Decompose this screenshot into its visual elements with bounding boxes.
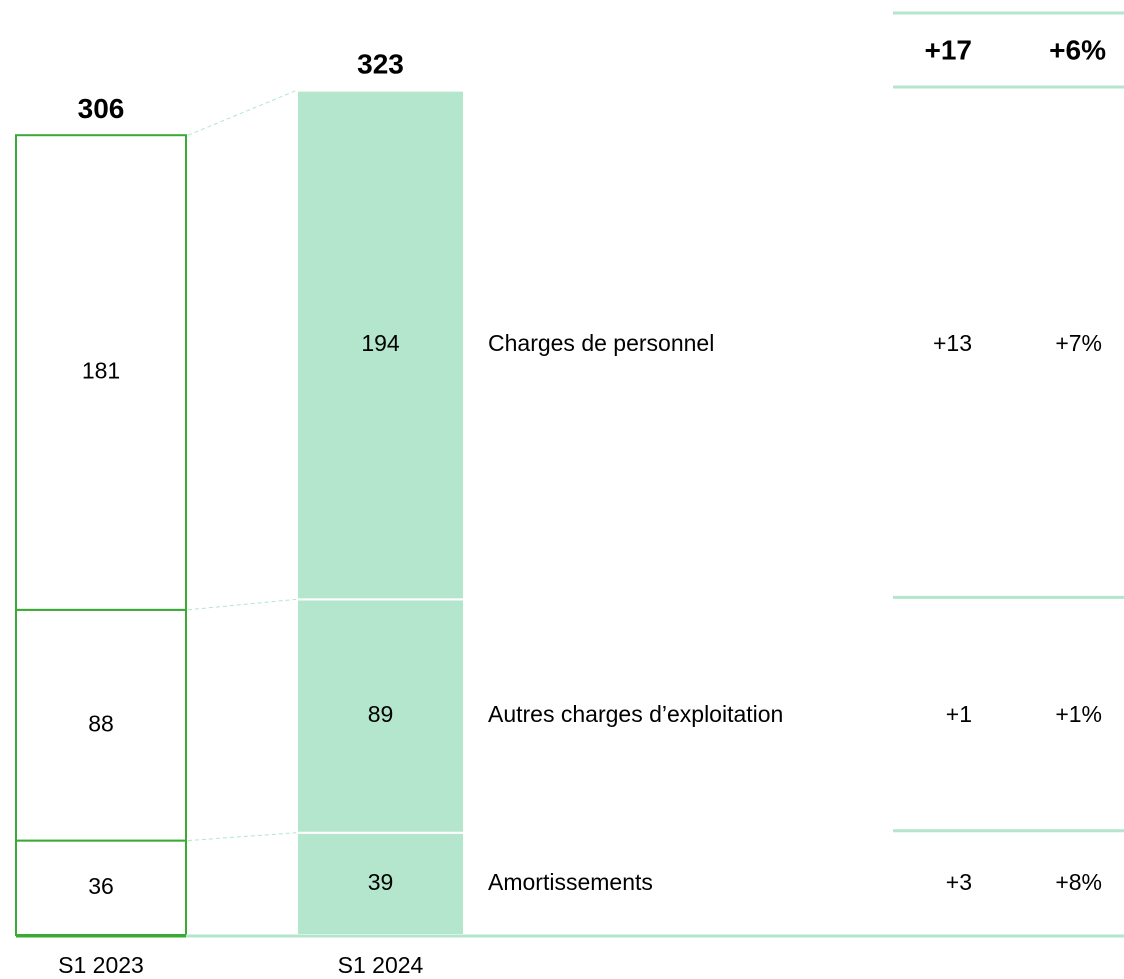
total-label: 323 (357, 48, 404, 79)
category-label: S1 2023 (58, 952, 144, 978)
series-label: Autres charges d’exploitation (488, 701, 783, 727)
segment-label: 89 (368, 701, 394, 727)
total-label: 306 (78, 93, 125, 124)
variation-pct: +8% (1055, 869, 1102, 895)
connector (187, 90, 297, 136)
bar-segment (296, 831, 465, 936)
variation-abs: +1 (946, 701, 972, 727)
series-label: Amortissements (488, 869, 653, 895)
variation-pct: +7% (1055, 330, 1102, 356)
segment-label: 181 (82, 358, 120, 384)
connector (187, 832, 297, 842)
bar-segment (15, 608, 187, 842)
bar-segment (296, 598, 465, 834)
series-label: Charges de personnel (488, 330, 714, 356)
category-label: S1 2024 (338, 952, 424, 978)
segment-label: 39 (368, 869, 394, 895)
variation-total-pct: +6% (1049, 34, 1106, 65)
segment-label: 194 (361, 330, 400, 356)
connector (187, 598, 297, 611)
variation-abs: +3 (946, 869, 972, 895)
variation-abs: +13 (933, 330, 972, 356)
segment-label: 36 (88, 873, 114, 899)
variation-pct: +1% (1055, 701, 1102, 727)
bar-segment (15, 839, 187, 937)
bar-segment (15, 134, 187, 611)
bar-segment (296, 89, 465, 601)
variation-total-abs: +17 (925, 34, 973, 65)
segment-label: 88 (88, 710, 114, 736)
